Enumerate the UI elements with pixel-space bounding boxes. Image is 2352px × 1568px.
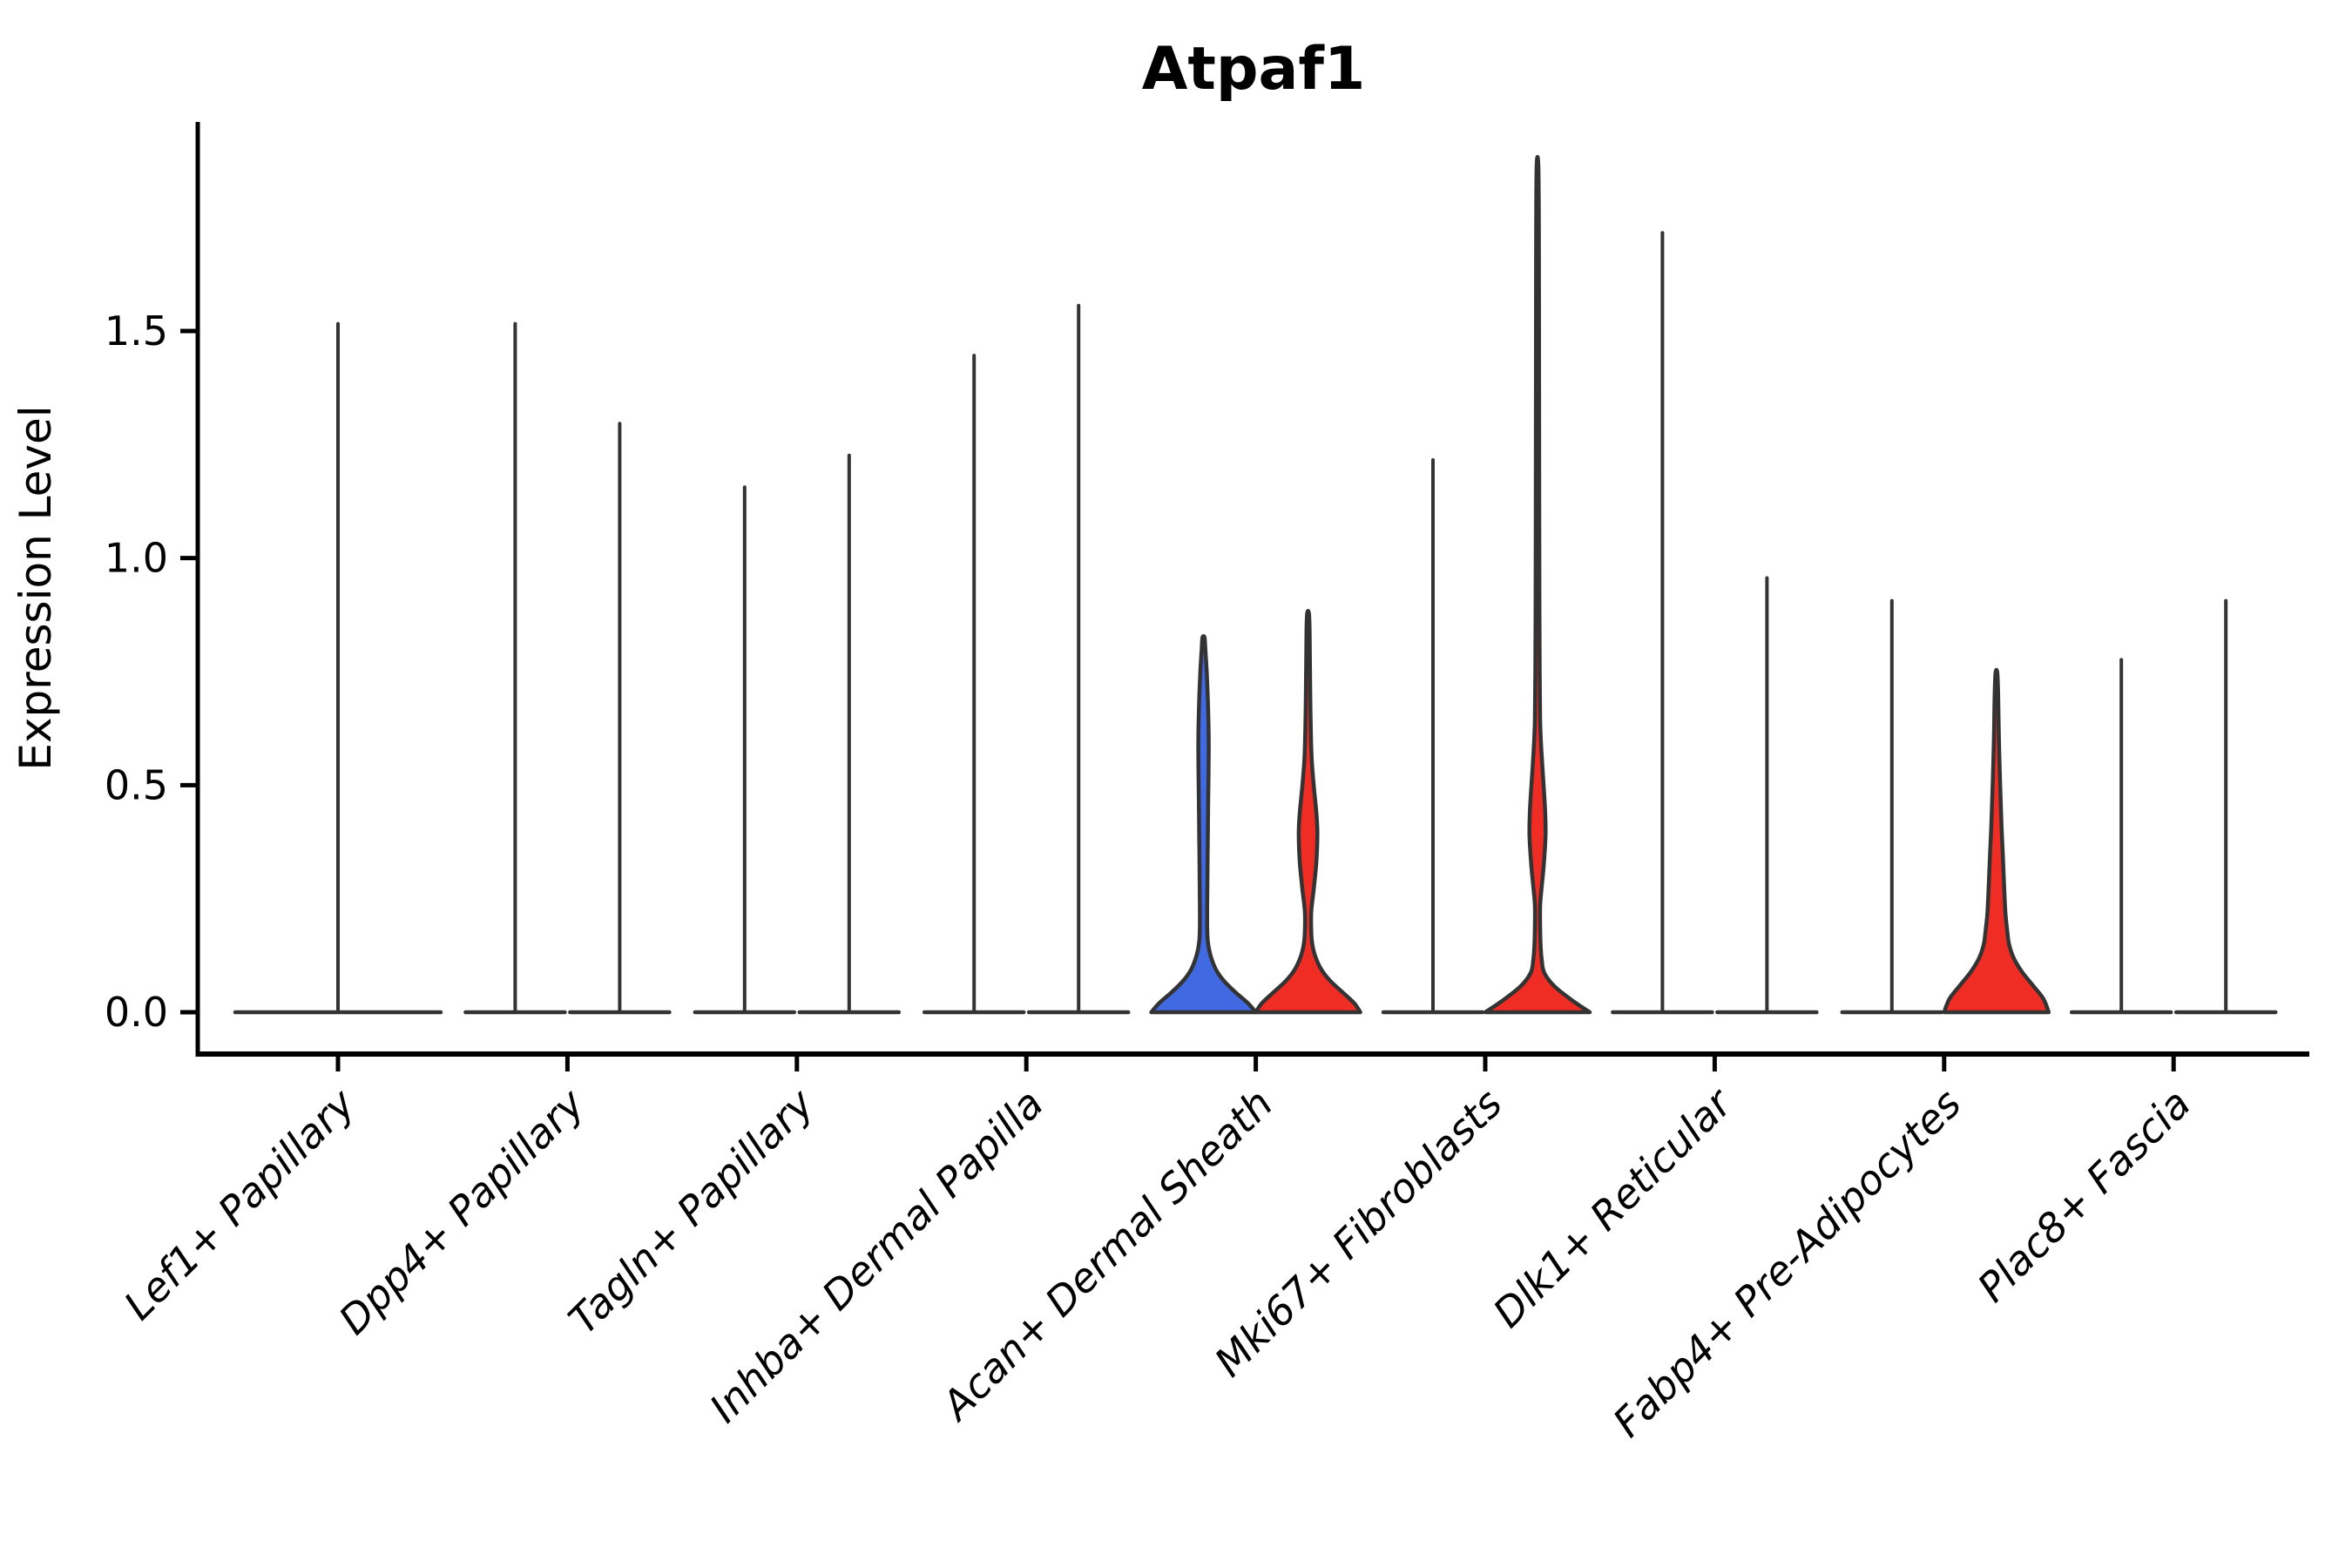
y-tick-label: 0.5 — [105, 761, 168, 808]
y-tick-label: 1.5 — [105, 308, 168, 355]
x-tick-label: Dpp4+ Papillary — [330, 1079, 594, 1343]
violin-blue — [1149, 634, 1258, 1015]
violins-layer — [233, 154, 2278, 1015]
x-tick-label: Dlk1+ Reticular — [1484, 1078, 1743, 1336]
y-tick-label: 0.0 — [105, 989, 168, 1036]
violin-red — [1942, 667, 2051, 1015]
x-tick-label: Tagln+ Papillary — [559, 1079, 823, 1343]
violin-red — [1483, 154, 1592, 1015]
y-tick-label: 1.0 — [105, 535, 168, 582]
y-axis-label: Expression Level — [10, 405, 61, 770]
violin-red — [1254, 609, 1362, 1015]
x-tick-label: Lef1+ Papillary — [115, 1079, 364, 1328]
x-tick-label: Plac8+ Fascia — [1969, 1080, 2200, 1311]
chart-title: Atpaf1 — [1142, 35, 1366, 104]
